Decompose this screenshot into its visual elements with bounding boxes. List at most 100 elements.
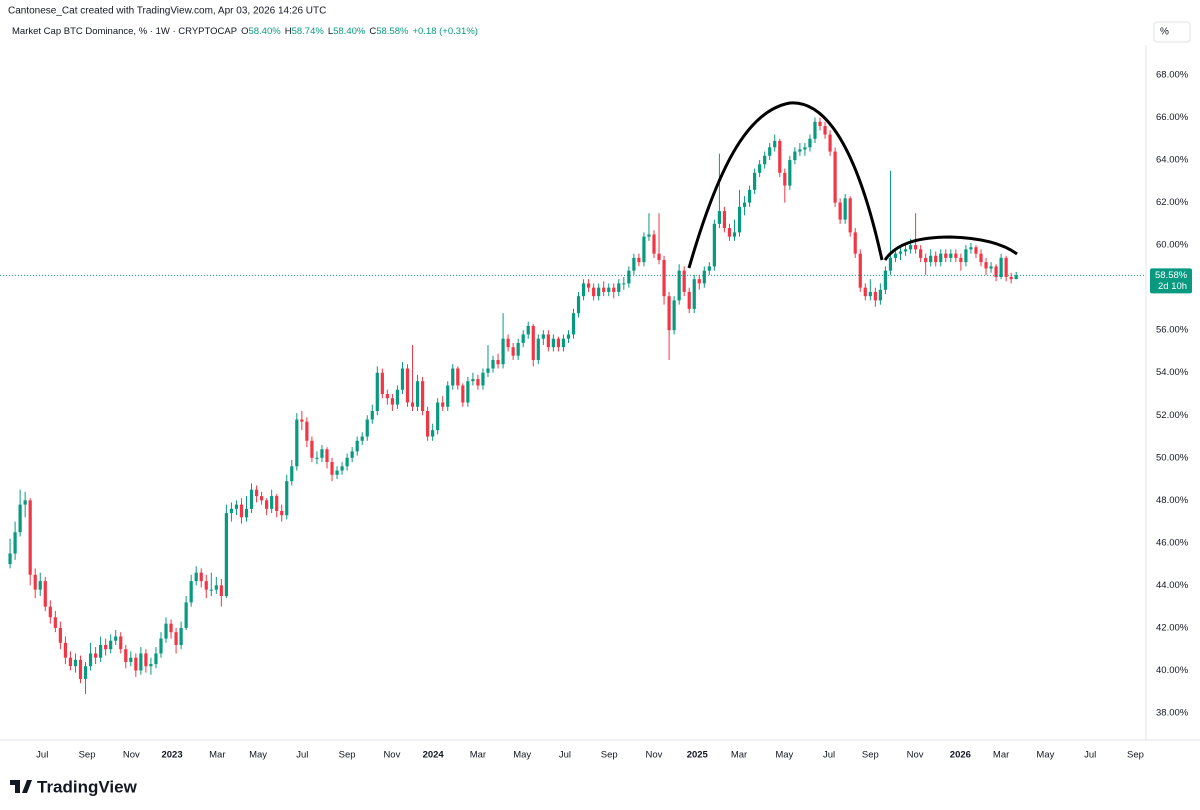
candle-body (189, 581, 193, 603)
x-tick-label: Mar (731, 750, 747, 761)
candle-body (742, 202, 747, 207)
candle-body (838, 202, 842, 220)
candle-body (249, 489, 254, 509)
candle-body (229, 508, 234, 514)
y-tick-label: 50.00% (1156, 452, 1189, 463)
change-label: +0.18 (+0.31%) (412, 26, 478, 37)
candle-body (692, 279, 696, 309)
candle-body (913, 245, 918, 250)
candle-body (868, 291, 872, 297)
candle-body (979, 253, 983, 263)
candle-body (883, 270, 888, 290)
x-tick-label: Sep (862, 750, 879, 761)
candle-body (788, 160, 792, 186)
candle-body (446, 385, 450, 407)
legend-label: O (241, 26, 248, 37)
candle-body (753, 172, 757, 190)
attribution: Cantonese_Cat created with TradingView.c… (8, 6, 326, 17)
candle-body (310, 440, 314, 458)
candle-body (702, 270, 706, 284)
candle-body (320, 449, 324, 458)
candle-body (541, 334, 545, 339)
x-tick-label: May (513, 750, 531, 761)
candle-body (370, 411, 374, 420)
last-price-label: 58.58% (1155, 270, 1188, 281)
candle-body (989, 266, 993, 269)
candle-body (999, 257, 1003, 278)
candle-body (551, 338, 555, 348)
candle-body (843, 198, 847, 220)
candle-body (929, 255, 933, 263)
candle-body (561, 338, 566, 348)
candle-body (878, 289, 882, 301)
candle-body (104, 644, 108, 650)
candle-body (199, 572, 203, 582)
candle-body (405, 368, 410, 403)
candle-body (893, 253, 898, 258)
candle-body (290, 466, 294, 482)
candle-body (592, 287, 596, 297)
legend-label: L (328, 26, 333, 37)
candle-body (818, 121, 822, 127)
candle-body (974, 247, 978, 254)
candle-body (204, 581, 208, 590)
candle-body (496, 359, 500, 365)
plot (0, 117, 1145, 694)
x-tick-label: Nov (646, 750, 663, 761)
candle-body (325, 449, 329, 463)
y-tick-label: 40.00% (1156, 665, 1189, 676)
candle-body (119, 636, 123, 650)
candle-body (415, 381, 420, 407)
candle-body (265, 500, 269, 509)
candle-body (722, 211, 727, 229)
candle-body (737, 206, 742, 233)
candle-body (617, 283, 621, 292)
candle-body (375, 372, 379, 412)
y-tick-label: 38.00% (1156, 708, 1189, 719)
candle-body (571, 313, 576, 335)
candle-body (657, 253, 661, 261)
candle-body (114, 636, 118, 641)
candle-body (783, 172, 787, 186)
candle-body (476, 379, 480, 386)
candle-body (139, 653, 143, 671)
x-tick-label: Mar (470, 750, 486, 761)
x-tick-label: Jul (1084, 750, 1096, 761)
candle-body (355, 440, 359, 452)
candle-body (285, 481, 289, 516)
candle-body (466, 381, 470, 403)
candle-body (400, 368, 405, 390)
y-tick-label: 46.00% (1156, 537, 1189, 548)
candle-body (612, 287, 616, 292)
candle-body (234, 504, 239, 509)
candle-body (944, 253, 948, 258)
x-tick-label: Sep (601, 750, 618, 761)
candle-body (602, 287, 606, 292)
arc-drawing (687, 101, 884, 269)
x-tick-label: Nov (123, 750, 140, 761)
candle-body (451, 368, 455, 386)
candle-body (607, 287, 611, 292)
scale-button-label[interactable]: % (1160, 27, 1169, 38)
candle-body (778, 140, 782, 173)
x-tick-label: May (775, 750, 793, 761)
candle-body (395, 389, 400, 405)
candle-body (13, 532, 17, 554)
logo: TradingView (10, 777, 138, 796)
candle-body (33, 574, 37, 590)
candle-body (853, 232, 857, 254)
candle-body (28, 500, 32, 575)
candle-body (823, 126, 827, 135)
legend-value: 58.58% (376, 26, 409, 37)
candle-body (194, 572, 198, 582)
candle-body (431, 430, 435, 437)
candle-body (803, 147, 807, 150)
series-header: Market Cap BTC Dominance, % · 1W · CRYPT… (12, 26, 478, 37)
x-tick-label: Jul (823, 750, 835, 761)
scale-button[interactable] (1153, 21, 1191, 43)
candle-body (506, 338, 510, 348)
candle-body (924, 257, 928, 263)
legend-value: 58.40% (248, 26, 281, 37)
